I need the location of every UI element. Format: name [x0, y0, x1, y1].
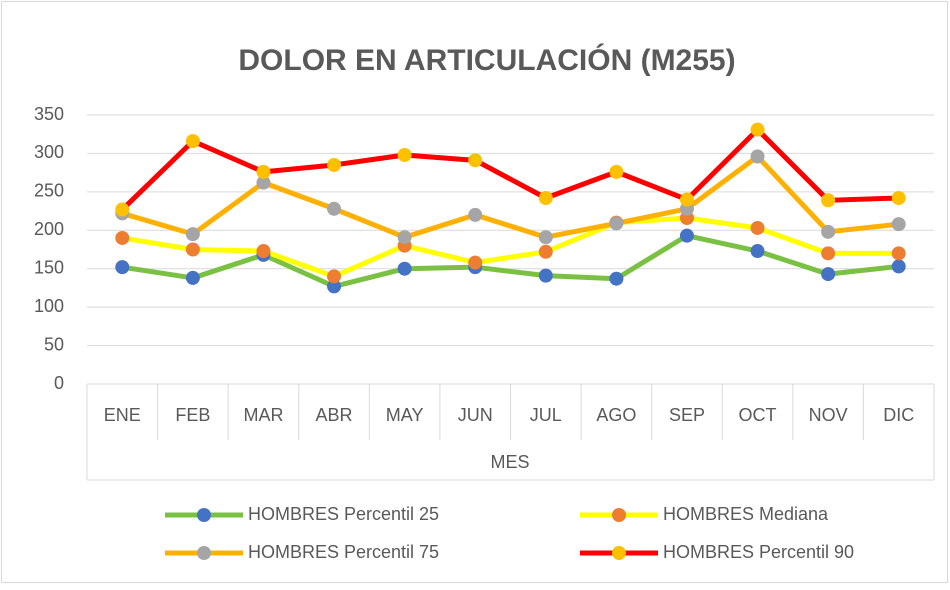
- legend-marker: [612, 508, 626, 522]
- data-point: [750, 244, 765, 259]
- x-tick-label: AGO: [596, 405, 636, 425]
- data-point: [185, 242, 200, 257]
- data-point: [679, 228, 694, 243]
- y-tick-label: 0: [54, 373, 64, 393]
- chart-title: DOLOR EN ARTICULACIÓN (M255): [238, 43, 735, 77]
- data-point: [185, 270, 200, 285]
- x-tick-label: DIC: [883, 405, 914, 425]
- y-tick-label: 300: [34, 142, 64, 162]
- data-point: [327, 279, 342, 294]
- y-tick-label: 200: [34, 219, 64, 239]
- data-point: [468, 207, 483, 222]
- x-tick-label: SEP: [669, 405, 705, 425]
- y-tick-label: 150: [34, 257, 64, 277]
- data-point: [256, 164, 271, 179]
- legend-label: HOMBRES Percentil 90: [663, 542, 854, 562]
- data-point: [185, 134, 200, 149]
- x-tick-label: NOV: [809, 405, 848, 425]
- data-point: [327, 201, 342, 216]
- x-tick-label: MAY: [386, 405, 424, 425]
- series-line: [121, 233, 899, 289]
- legend-marker: [197, 508, 211, 522]
- x-tick-label: JUN: [458, 405, 493, 425]
- data-point: [609, 216, 624, 231]
- x-tick-label: OCT: [739, 405, 777, 425]
- data-point: [397, 230, 412, 245]
- legend-label: HOMBRES Percentil 25: [248, 504, 439, 524]
- x-tick-label: ABR: [316, 405, 353, 425]
- data-point: [609, 164, 624, 179]
- data-point: [821, 267, 836, 282]
- y-tick-label: 100: [34, 296, 64, 316]
- x-tick-label: JUL: [530, 405, 562, 425]
- data-point: [538, 191, 553, 206]
- data-point: [397, 147, 412, 162]
- data-point: [185, 227, 200, 242]
- x-axis-title: MES: [490, 452, 529, 472]
- data-point: [115, 202, 130, 217]
- data-point: [750, 122, 765, 137]
- x-tick-label: MAR: [243, 405, 283, 425]
- legend-label: HOMBRES Percentil 75: [248, 542, 439, 562]
- data-point: [468, 153, 483, 168]
- data-point: [821, 224, 836, 239]
- data-point: [891, 246, 906, 261]
- series-line: [121, 154, 899, 240]
- data-point: [538, 230, 553, 245]
- data-point: [679, 192, 694, 207]
- data-point: [821, 193, 836, 208]
- data-point: [609, 271, 624, 286]
- y-tick-label: 250: [34, 181, 64, 201]
- legend-label: HOMBRES Mediana: [663, 504, 829, 524]
- data-point: [256, 175, 271, 190]
- data-point: [750, 149, 765, 164]
- data-point: [115, 260, 130, 275]
- data-point: [115, 230, 130, 245]
- x-tick-label: FEB: [175, 405, 210, 425]
- x-tick-label: ENE: [104, 405, 141, 425]
- data-point: [821, 246, 836, 261]
- series-line: [121, 215, 899, 279]
- data-point: [397, 261, 412, 276]
- data-point: [891, 191, 906, 206]
- legend-marker: [197, 546, 211, 560]
- data-point: [538, 244, 553, 259]
- data-point: [891, 217, 906, 232]
- y-tick-label: 350: [34, 104, 64, 124]
- series-line: [120, 127, 899, 212]
- y-tick-label: 50: [44, 334, 64, 354]
- data-point: [538, 268, 553, 283]
- data-point: [468, 255, 483, 270]
- data-point: [327, 157, 342, 172]
- data-point: [327, 269, 342, 284]
- data-point: [750, 220, 765, 235]
- legend-marker: [612, 546, 626, 560]
- data-point: [891, 259, 906, 274]
- data-point: [256, 244, 271, 259]
